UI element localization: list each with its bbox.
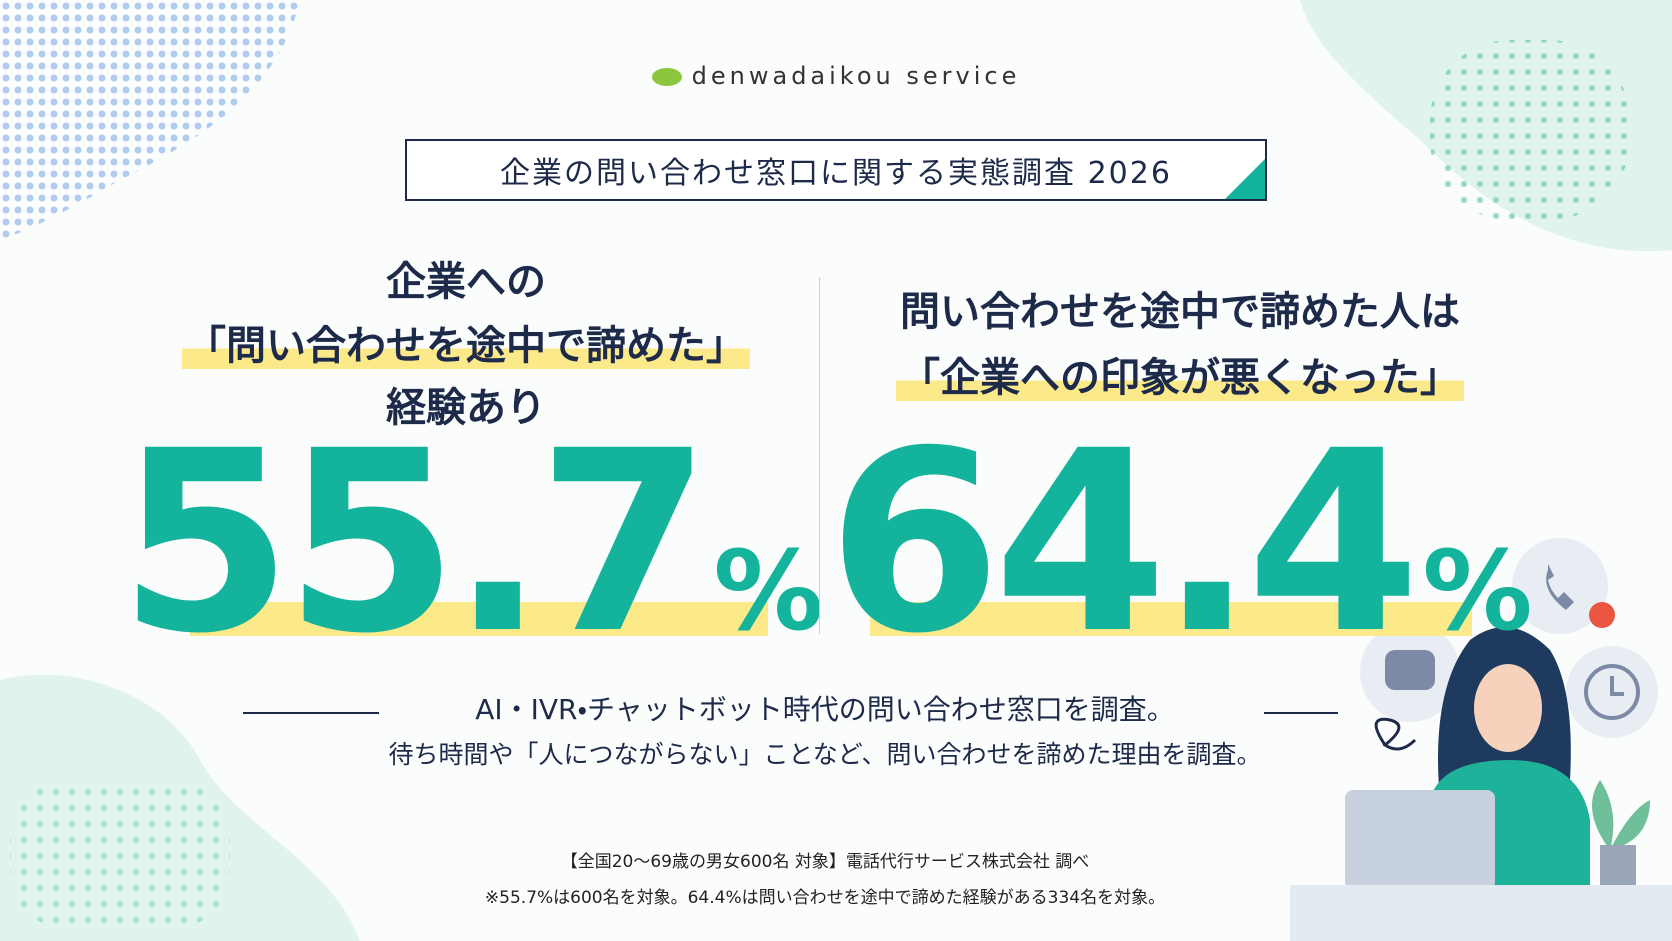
stat-unit: % (1422, 527, 1533, 655)
rule (1264, 712, 1338, 714)
left-heading-3: 経験あり (386, 385, 546, 431)
left-stat: 55.7% (118, 418, 823, 668)
title: 企業の問い合わせ窓口に関する実態調査 2026 (500, 156, 1172, 191)
right-stat: 64.4% (827, 418, 1532, 668)
note: ※55.7%は600名を対象。64.4%は問い合わせを途中で諦めた経験がある33… (484, 888, 1166, 908)
stat-number: 55.7 (118, 397, 711, 688)
stat-unit: % (713, 527, 824, 655)
right-heading-1: 問い合わせを途中で諦めた人は (900, 289, 1460, 335)
left-heading-1: 企業への (386, 259, 546, 305)
stat-highlight (870, 602, 1472, 636)
title-box: 企業の問い合わせ窓口に関する実態調査 2026 (405, 139, 1267, 201)
logo-text: denwadaikou service (691, 62, 1021, 90)
right-heading-2: 「企業への印象が悪くなった」 (860, 355, 1500, 401)
description: 待ち時間や「人につながらない」ことなど、問い合わせを諦めた理由を調査。 (388, 740, 1262, 769)
rule (243, 712, 379, 714)
logo: denwadaikou service (0, 62, 1672, 90)
stat-highlight (190, 602, 768, 636)
highlight-text: 「問い合わせを途中で諦めた」 (182, 323, 750, 369)
subtitle: AI・IVR・チャットボット時代の問い合わせ窓口を調査。 (475, 693, 1175, 726)
note: 【全国20〜69歳の男女600名 対象】電話代行サービス株式会社 調べ (560, 852, 1090, 872)
divider (819, 277, 820, 634)
left-heading-2: 「問い合わせを途中で諦めた」 (166, 323, 766, 369)
stat-number: 64.4 (827, 397, 1420, 688)
highlight-text: 「企業への印象が悪くなった」 (896, 355, 1464, 401)
